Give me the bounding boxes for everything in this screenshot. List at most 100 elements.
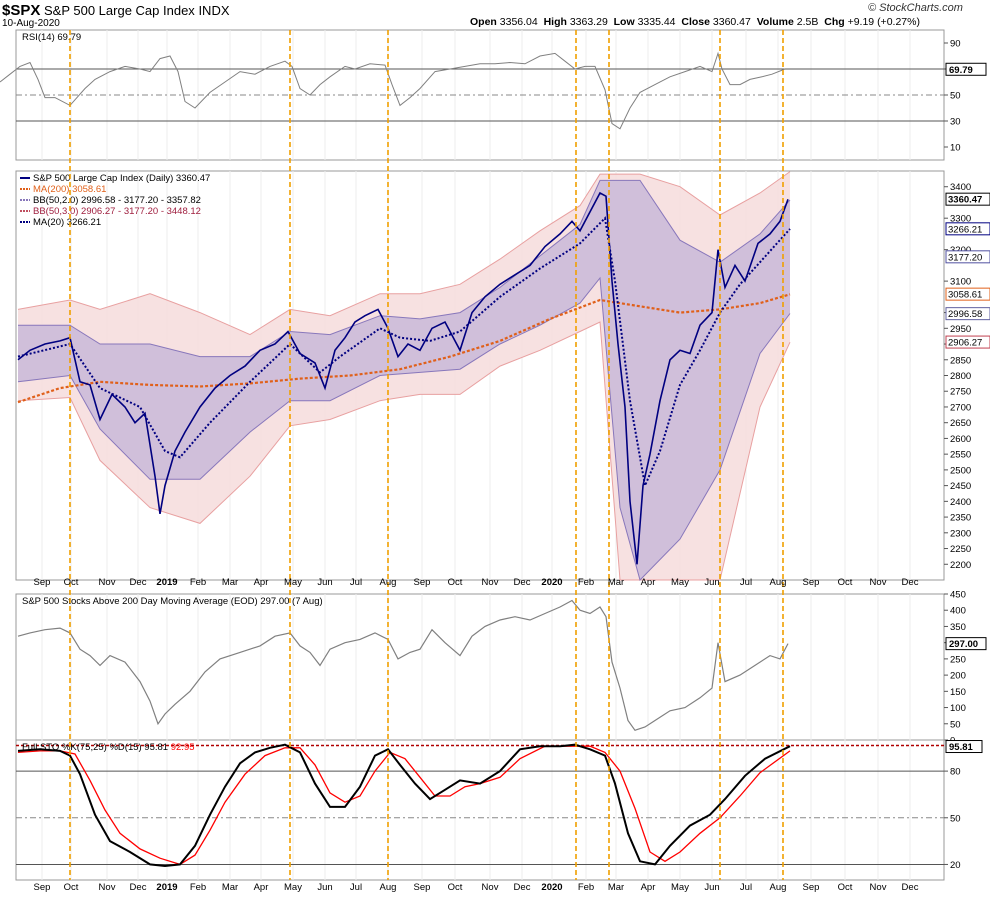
x-axis-label: Mar [222,882,238,893]
y-tick-label: 90 [950,39,961,50]
y-tick-label: 2750 [950,387,971,398]
y-tick-label: 150 [950,687,966,698]
y-tick-label: 2200 [950,560,971,571]
rsi-legend: RSI(14) 69.79 [22,32,81,43]
x-axis-label: Oct [448,577,463,588]
x-axis-label: Oct [64,577,79,588]
x-axis-label: Dec [902,882,919,893]
y-tick-label: 3100 [950,277,971,288]
stockcharts-logo: © StockCharts.com [868,2,963,14]
price-value-label: 3177.20 [948,252,982,263]
x-axis-label: Jul [740,882,752,893]
y-tick-label: 30 [950,117,961,128]
bb3-lower-line [17,321,791,581]
x-axis-label: May [284,882,302,893]
quote-summary: Open 3356.04 High 3363.29 Low 3335.44 Cl… [470,16,920,28]
price-value-label: 2996.58 [948,309,982,320]
breadth-value-box [945,637,987,651]
chart-date: 10-Aug-2020 [2,18,60,29]
x-axis-label: Apr [641,882,656,893]
x-axis-label: 2020 [541,577,562,588]
rsi-value-box [945,62,987,76]
price-value-label: 3266.21 [948,224,982,235]
sto-k-line [17,743,791,868]
x-axis-label: Sep [34,882,51,893]
breadth-line [17,599,789,732]
x-axis-label: Jul [350,882,362,893]
x-axis-label: Dec [514,882,531,893]
price-value-label: 3058.61 [948,290,982,301]
ma20-line [17,216,791,490]
bb2-upper-line [18,179,791,358]
x-axis-label: Mar [222,577,238,588]
x-axis-label: Jun [704,577,719,588]
sto-legend: Full STO %K(75,25) %D(15) 95.81 92.95 [22,742,195,753]
y-tick-label: 2600 [950,434,971,445]
price-value-box [945,222,990,236]
x-axis-label: Apr [254,577,269,588]
price-value-box [945,250,990,264]
x-axis-label: Aug [770,882,787,893]
x-axis-label: Dec [902,577,919,588]
y-tick-label: 400 [950,606,966,617]
x-axis-label: Feb [190,577,206,588]
y-tick-label: 2950 [950,324,971,335]
y-tick-label: 20 [950,860,961,871]
price-value-box [945,307,990,321]
x-axis-label: May [671,882,689,893]
y-tick-label: 3300 [950,214,971,225]
x-axis-label: Sep [34,577,51,588]
y-tick-label: 10 [950,143,961,154]
rsi-line [0,51,786,130]
price-value-box [945,287,990,301]
x-axis-label: Feb [578,577,594,588]
price-value-label: 2906.27 [948,338,982,349]
breadth-value-label: 297.00 [949,639,978,650]
x-axis-label: Sep [414,577,431,588]
x-axis-label: Dec [130,882,147,893]
x-axis-label: Sep [803,882,820,893]
y-tick-label: 2500 [950,465,971,476]
x-axis-label: May [284,577,302,588]
y-tick-label: 2700 [950,402,971,413]
ma200-line [17,293,791,404]
price-legend-item: S&P 500 Large Cap Index (Daily) 3360.47 [33,173,210,184]
y-tick-label: 2800 [950,371,971,382]
x-axis-label: Aug [380,577,397,588]
x-axis-label: Dec [514,577,531,588]
price-value-label: 3360.47 [948,195,982,206]
chart-title: $SPX S&P 500 Large Cap Index INDX [2,2,230,19]
y-tick-label: 100 [950,703,966,714]
panel-frame [15,593,945,741]
x-axis-label: Sep [414,882,431,893]
bb3-upper-line [17,171,791,336]
x-axis-label: Nov [482,882,499,893]
x-axis-label: Aug [380,882,397,893]
x-axis-label: Sep [803,577,820,588]
x-axis-label: Apr [254,882,269,893]
x-axis-label: Jul [350,577,362,588]
price-legend-item: BB(50,2.0) 2996.58 - 3177.20 - 3357.82 [33,195,201,206]
y-tick-label: 2550 [950,450,971,461]
sto-d-line [17,745,791,866]
x-axis-label: Oct [838,577,853,588]
price-legend-item: MA(200) 3058.61 [33,184,106,195]
y-tick-label: 2250 [950,544,971,555]
rsi-value-label: 69.79 [949,65,973,76]
x-axis-label: Jul [740,577,752,588]
x-axis-label: Jun [704,882,719,893]
y-tick-label: 2850 [950,355,971,366]
y-tick-label: 2450 [950,481,971,492]
x-axis-label: 2019 [156,577,177,588]
price-line [17,191,789,565]
y-tick-label: 2300 [950,528,971,539]
price-legend-item: BB(50,3.0) 2906.27 - 3177.20 - 3448.12 [33,206,201,217]
y-tick-label: 2650 [950,418,971,429]
y-tick-label: 80 [950,767,961,778]
x-axis-label: Nov [482,577,499,588]
x-axis-label: Nov [870,882,887,893]
y-tick-label: 50 [950,813,961,824]
x-axis-label: Feb [190,882,206,893]
y-tick-label: 350 [950,622,966,633]
